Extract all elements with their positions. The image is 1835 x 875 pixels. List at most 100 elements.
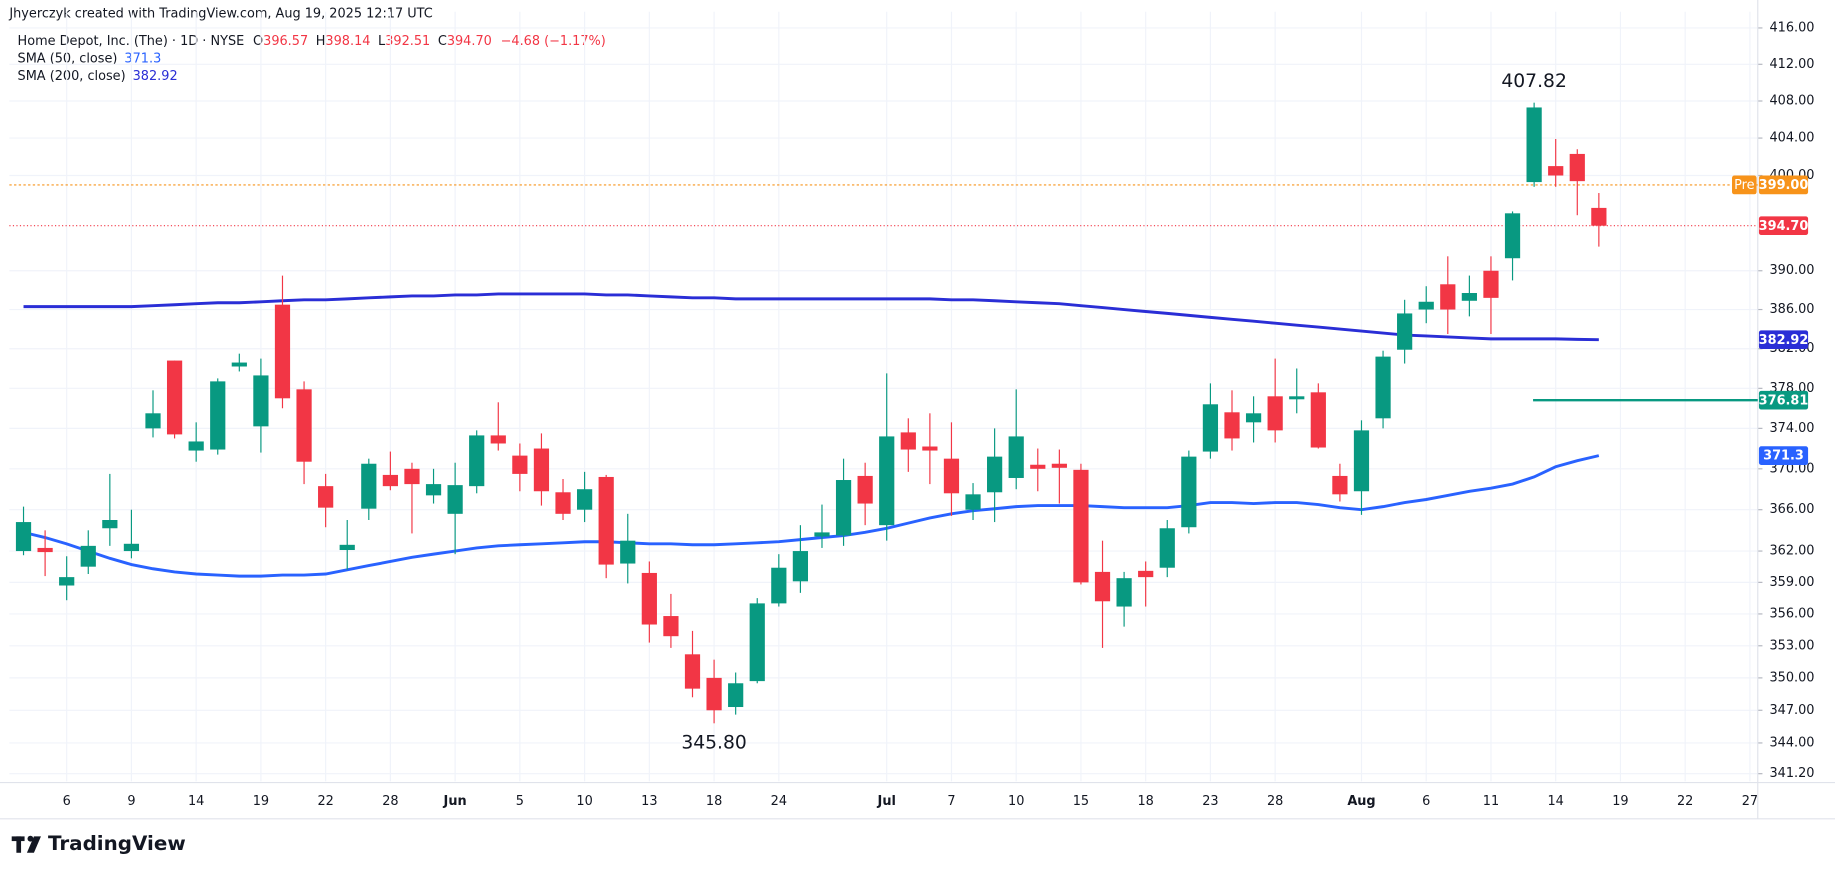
candle-body [425,484,442,496]
x-tick-label: 22 [1677,794,1693,809]
candle-body [37,547,53,553]
x-tick-label: Jun [443,794,467,809]
y-tick-label: 370.00 [1769,461,1814,476]
y-tick-label: 386.00 [1769,302,1814,317]
candle-body [1008,436,1024,478]
sma-label-box [1758,330,1809,350]
candle-body [1267,396,1283,431]
candles [15,102,1607,724]
candle-body [749,603,765,682]
sma-line [23,292,1599,342]
candle-body [274,304,291,399]
candle-body [1591,207,1607,226]
y-tick-label: 362.00 [1769,544,1814,559]
x-tick-label: 19 [253,794,269,809]
candle-body [792,551,809,582]
x-tick-label: 18 [706,794,722,809]
x-tick-label: 10 [576,794,592,809]
y-tick-label: 344.00 [1769,735,1814,750]
candle-body [965,494,981,510]
candle-body [1569,153,1585,182]
price-label-text: 399.00 [1759,178,1809,193]
x-tick-label: 14 [188,794,204,809]
legend-name: SMA (50, close) [18,51,118,66]
candle-body [555,492,571,514]
candle-body [361,463,377,509]
x-tick-label: Jul [877,794,896,809]
grid [9,11,1758,782]
candle-body [80,545,96,567]
candle-body [1310,392,1326,448]
candle-body [166,360,183,435]
credit: Jhyerczyk created with TradingView.com, … [8,7,432,22]
candle-body [123,543,140,552]
legend-value: 382.92 [133,69,178,84]
candle-body [1051,463,1067,468]
x-tick-label: 23 [1202,794,1218,809]
x-tick-label: 18 [1137,794,1153,809]
candle-body [512,455,528,474]
x-tick-label: 5 [516,794,524,809]
candle-body [296,389,312,462]
sma-label-text: 382.92 [1759,333,1809,348]
price-label-text: 394.70 [1759,219,1809,234]
extreme-label: 345.80 [681,733,747,754]
candle-body [1461,293,1477,301]
candle-body [1094,571,1111,602]
ohlc-value: 392.51 [385,33,430,48]
candle-body [879,436,895,526]
candle-body [771,567,787,604]
sma-line [23,454,1600,578]
candle-body [1483,270,1499,298]
candle-body [188,441,204,451]
candle-body [339,544,355,551]
footer-brand: TradingView [48,832,186,855]
candle-body [59,577,75,586]
candle-body [576,489,593,510]
x-tick-label: 6 [63,794,71,809]
candle-body [663,616,679,637]
candle-body [1289,396,1305,400]
legend-sma50: SMA (50, close) 371.3 [18,51,162,66]
candle-body [641,572,657,625]
x-tick-label: 28 [1267,794,1283,809]
x-tick-label: 10 [1008,794,1024,809]
candle-body [835,480,852,536]
candle-body [1116,578,1132,607]
candle-body [857,475,873,504]
pre-tag-box [1732,175,1757,195]
sma-label-text: 371.3 [1763,449,1804,464]
candle-body [1504,213,1521,259]
candle-body [1224,412,1240,439]
legend-symbol-row: Home Depot, Inc. (The) · 1D · NYSE O396.… [18,33,606,48]
candle-body [533,448,550,492]
candle-body [231,362,247,367]
x-tick-label: 13 [641,794,657,809]
candle-body [598,476,614,565]
price-label-box [1758,390,1809,410]
candle-body [1548,166,1564,176]
legend-sma200: SMA (200, close) 382.92 [18,69,178,84]
ohlc-value: 398.14 [325,33,370,48]
x-tick-label: 28 [382,794,398,809]
price-label-text: 376.81 [1759,393,1809,408]
y-tick-label: 366.00 [1769,502,1814,517]
x-tick-label: 14 [1548,794,1564,809]
candle-body [1375,356,1391,419]
candle-body [684,654,701,689]
candle-body [1181,456,1197,528]
legend-value: 371.3 [124,51,161,66]
sma-label-box [1758,446,1809,465]
candle-body [1418,301,1434,310]
candle-body [922,446,938,451]
y-tick-label: 416.00 [1769,20,1814,35]
y-tick-label: 350.00 [1769,670,1814,685]
x-tick-label: 7 [947,794,955,809]
y-tick-label: 341.20 [1769,766,1814,781]
x-tick-label: 9 [127,794,135,809]
ohlc-value: 396.57 [263,33,308,48]
x-tick-label: 6 [1422,794,1430,809]
x-tick-label: 11 [1483,794,1499,809]
candle-body [1526,107,1542,183]
